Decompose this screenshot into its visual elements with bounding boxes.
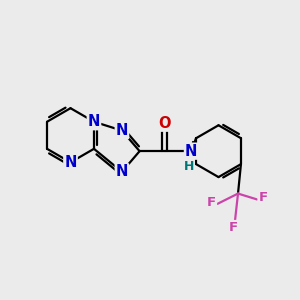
Text: F: F xyxy=(259,191,268,205)
Text: F: F xyxy=(207,196,216,209)
Text: F: F xyxy=(229,221,238,234)
Text: N: N xyxy=(185,144,197,159)
Text: H: H xyxy=(184,160,194,173)
Text: N: N xyxy=(64,155,77,170)
Text: N: N xyxy=(88,114,100,129)
Text: O: O xyxy=(158,116,171,131)
Text: N: N xyxy=(116,164,128,179)
Text: N: N xyxy=(116,123,128,138)
